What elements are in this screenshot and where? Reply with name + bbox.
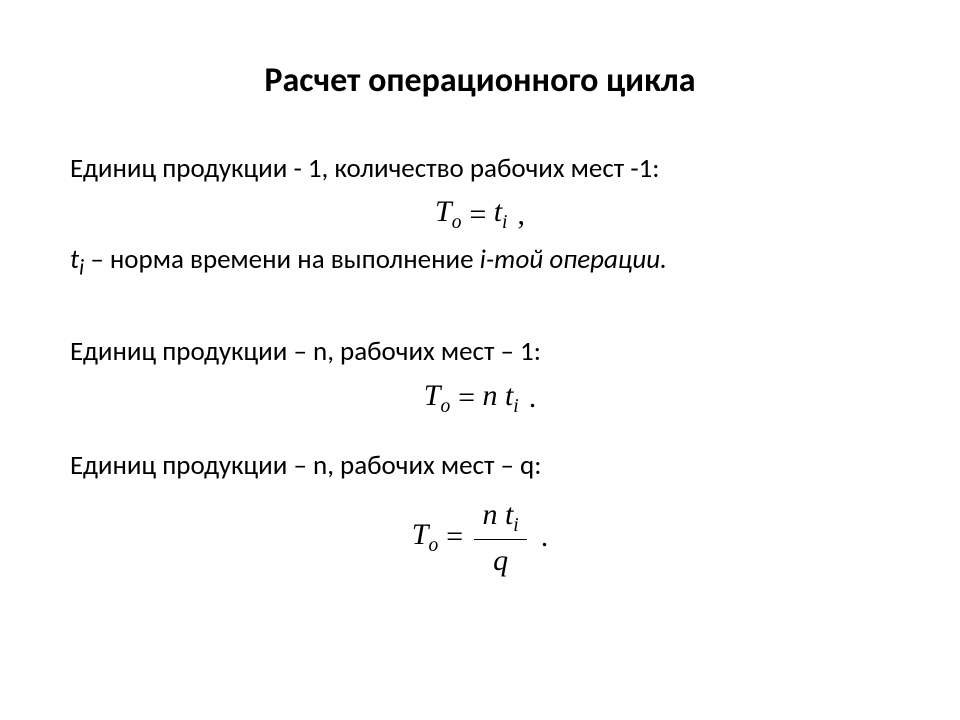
f2-lhs-sub: o xyxy=(440,396,450,417)
text-definition-ti: ti – норма времени на выполнение i-той о… xyxy=(70,242,890,284)
spacer xyxy=(70,422,890,440)
f2-lhs-var: T xyxy=(424,379,441,412)
formula-2: To = n ti . xyxy=(70,379,890,418)
f3-fraction: n ti q xyxy=(470,498,530,576)
f1-rhs-sub: i xyxy=(502,212,507,233)
text-case-1: Единиц продукции - 1, количество рабочих… xyxy=(70,151,890,187)
slide-title: Расчет операционного цикла xyxy=(70,60,890,101)
formula-3: To = n ti q . xyxy=(70,498,890,576)
f3-den: q xyxy=(474,540,526,577)
slide: Расчет операционного цикла Единиц продук… xyxy=(0,0,960,720)
f2-trail: . xyxy=(529,381,537,415)
f1-lhs-var: T xyxy=(435,195,452,228)
spacer xyxy=(70,292,890,326)
def-text: – норма времени на выполнение xyxy=(84,243,479,276)
f1-eq: = xyxy=(467,198,487,232)
f2-eq: = xyxy=(456,381,476,415)
f3-lhs-sub: o xyxy=(428,535,438,556)
def-var: t xyxy=(70,243,79,276)
f1-rhs-var: t xyxy=(494,195,502,228)
f2-coef: n xyxy=(482,379,505,412)
def-italic: i-той операции. xyxy=(480,243,667,276)
f2-rhs-sub: i xyxy=(513,396,518,417)
f3-trail: . xyxy=(541,520,549,554)
formula-1: To = ti , xyxy=(70,195,890,234)
text-case-2: Единиц продукции – n, рабочих мест – 1: xyxy=(70,334,890,370)
f3-lhs-var: T xyxy=(412,518,429,551)
text-case-3: Единиц продукции – n, рабочих мест – q: xyxy=(70,448,890,484)
f3-num-coef: n xyxy=(482,498,505,531)
f1-trail: , xyxy=(517,198,525,232)
f3-num-sub: i xyxy=(513,515,518,536)
f1-lhs-sub: o xyxy=(452,212,462,233)
f3-eq: = xyxy=(444,520,464,554)
